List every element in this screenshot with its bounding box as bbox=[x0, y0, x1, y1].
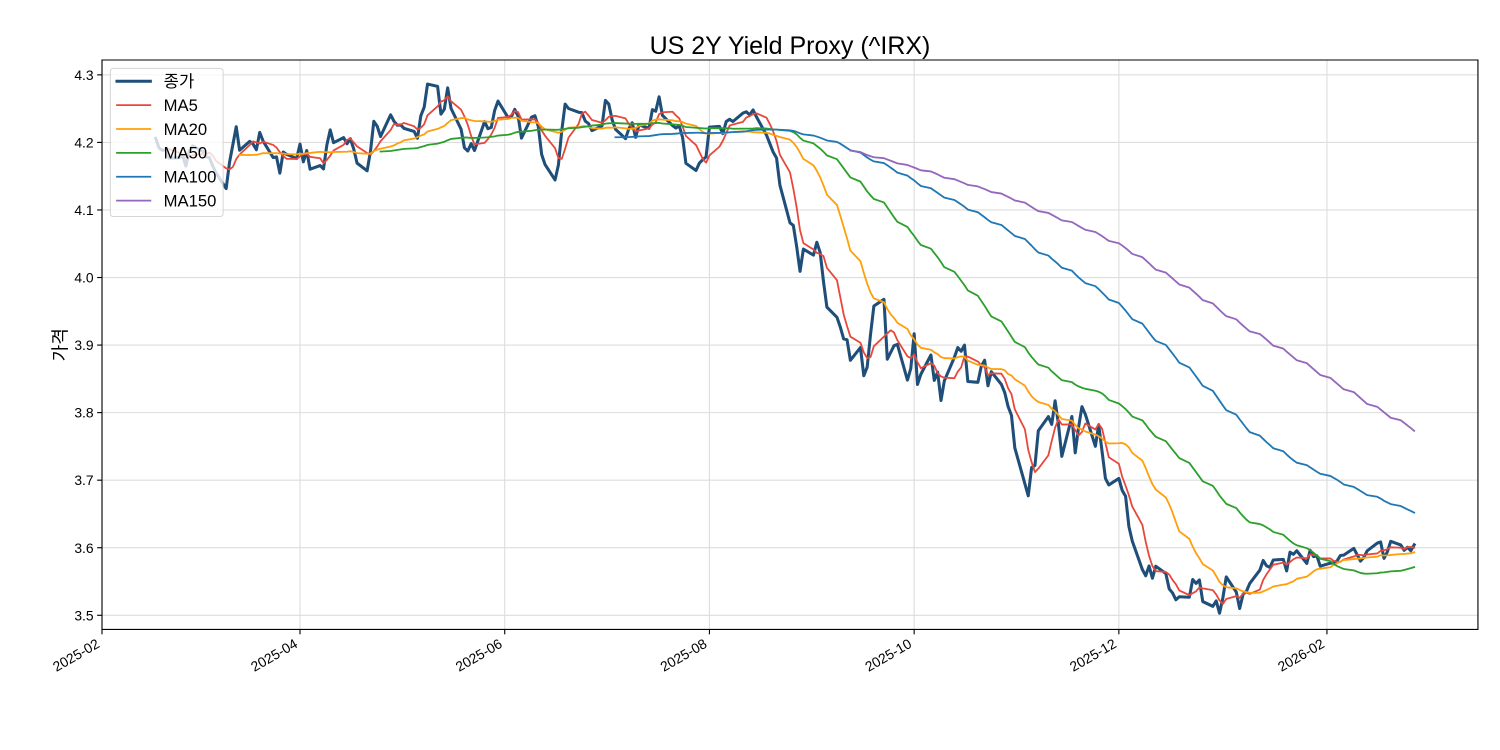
svg-text:4.1: 4.1 bbox=[74, 202, 94, 218]
svg-text:3.6: 3.6 bbox=[74, 540, 94, 556]
svg-text:종가: 종가 bbox=[164, 72, 195, 91]
svg-text:3.9: 3.9 bbox=[74, 337, 94, 353]
svg-text:US 2Y Yield Proxy (^IRX): US 2Y Yield Proxy (^IRX) bbox=[650, 32, 931, 60]
svg-text:4.2: 4.2 bbox=[74, 134, 94, 150]
svg-text:MA50: MA50 bbox=[164, 144, 208, 163]
svg-text:MA20: MA20 bbox=[164, 120, 208, 139]
svg-text:3.8: 3.8 bbox=[74, 405, 94, 421]
svg-text:3.7: 3.7 bbox=[74, 472, 94, 488]
svg-text:4.0: 4.0 bbox=[74, 270, 94, 286]
svg-text:MA100: MA100 bbox=[164, 168, 217, 187]
svg-text:3.5: 3.5 bbox=[74, 607, 94, 623]
svg-text:MA150: MA150 bbox=[164, 191, 217, 210]
svg-text:MA5: MA5 bbox=[164, 96, 198, 115]
svg-text:4.3: 4.3 bbox=[74, 67, 94, 83]
svg-text:가격: 가격 bbox=[51, 328, 71, 361]
